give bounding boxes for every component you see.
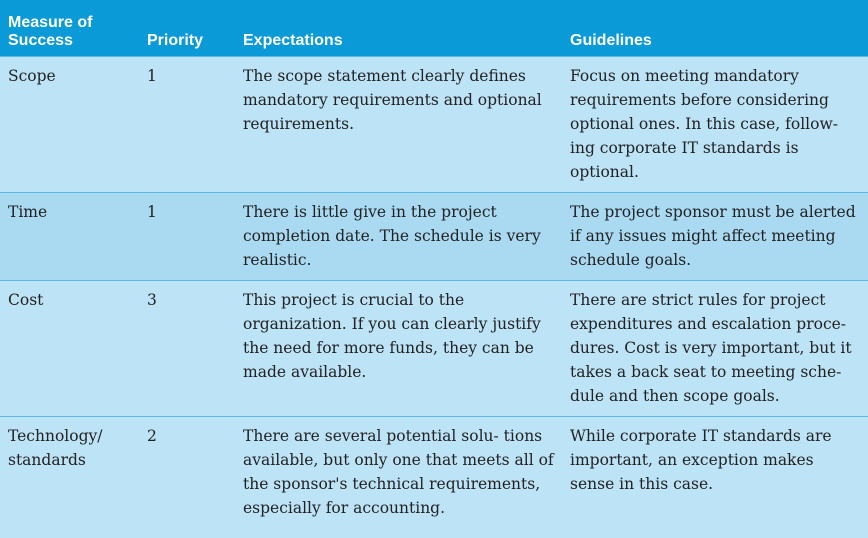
cell-guidelines: Focus on meeting mandatory requirements … — [562, 56, 868, 192]
cell-expectations: There is little give in the project comp… — [235, 192, 562, 280]
cell-expectations: The scope statement clearly defines mand… — [235, 56, 562, 192]
cell-priority: 1 — [139, 192, 235, 280]
cell-expectations: This project is crucial to the organizat… — [235, 280, 562, 416]
cell-guidelines: The project sponsor must be alerted if a… — [562, 192, 868, 280]
cell-priority: 1 — [139, 56, 235, 192]
header-measure-of-success: Measure of Success — [0, 0, 139, 56]
cell-priority: 3 — [139, 280, 235, 416]
cell-guidelines: While corporate IT standards are importa… — [562, 416, 868, 538]
table-header: Measure of Success Priority Expectations… — [0, 0, 868, 56]
cell-guidelines: There are strict rules for project expen… — [562, 280, 868, 416]
cell-measure: Technology/ standards — [0, 416, 139, 538]
cell-measure: Cost — [0, 280, 139, 416]
cell-priority: 2 — [139, 416, 235, 538]
table-row: Scope 1 The scope statement clearly defi… — [0, 56, 868, 192]
header-priority: Priority — [139, 0, 235, 56]
header-guidelines: Guidelines — [562, 0, 868, 56]
table-row: Time 1 There is little give in the proje… — [0, 192, 868, 280]
table-row: Technology/ standards 2 There are severa… — [0, 416, 868, 538]
cell-measure: Scope — [0, 56, 139, 192]
cell-measure: Time — [0, 192, 139, 280]
header-row: Measure of Success Priority Expectations… — [0, 0, 868, 56]
cell-expectations: There are several potential solu- tions … — [235, 416, 562, 538]
table-row: Cost 3 This project is crucial to the or… — [0, 280, 868, 416]
table-body: Scope 1 The scope statement clearly defi… — [0, 56, 868, 538]
header-expectations: Expectations — [235, 0, 562, 56]
